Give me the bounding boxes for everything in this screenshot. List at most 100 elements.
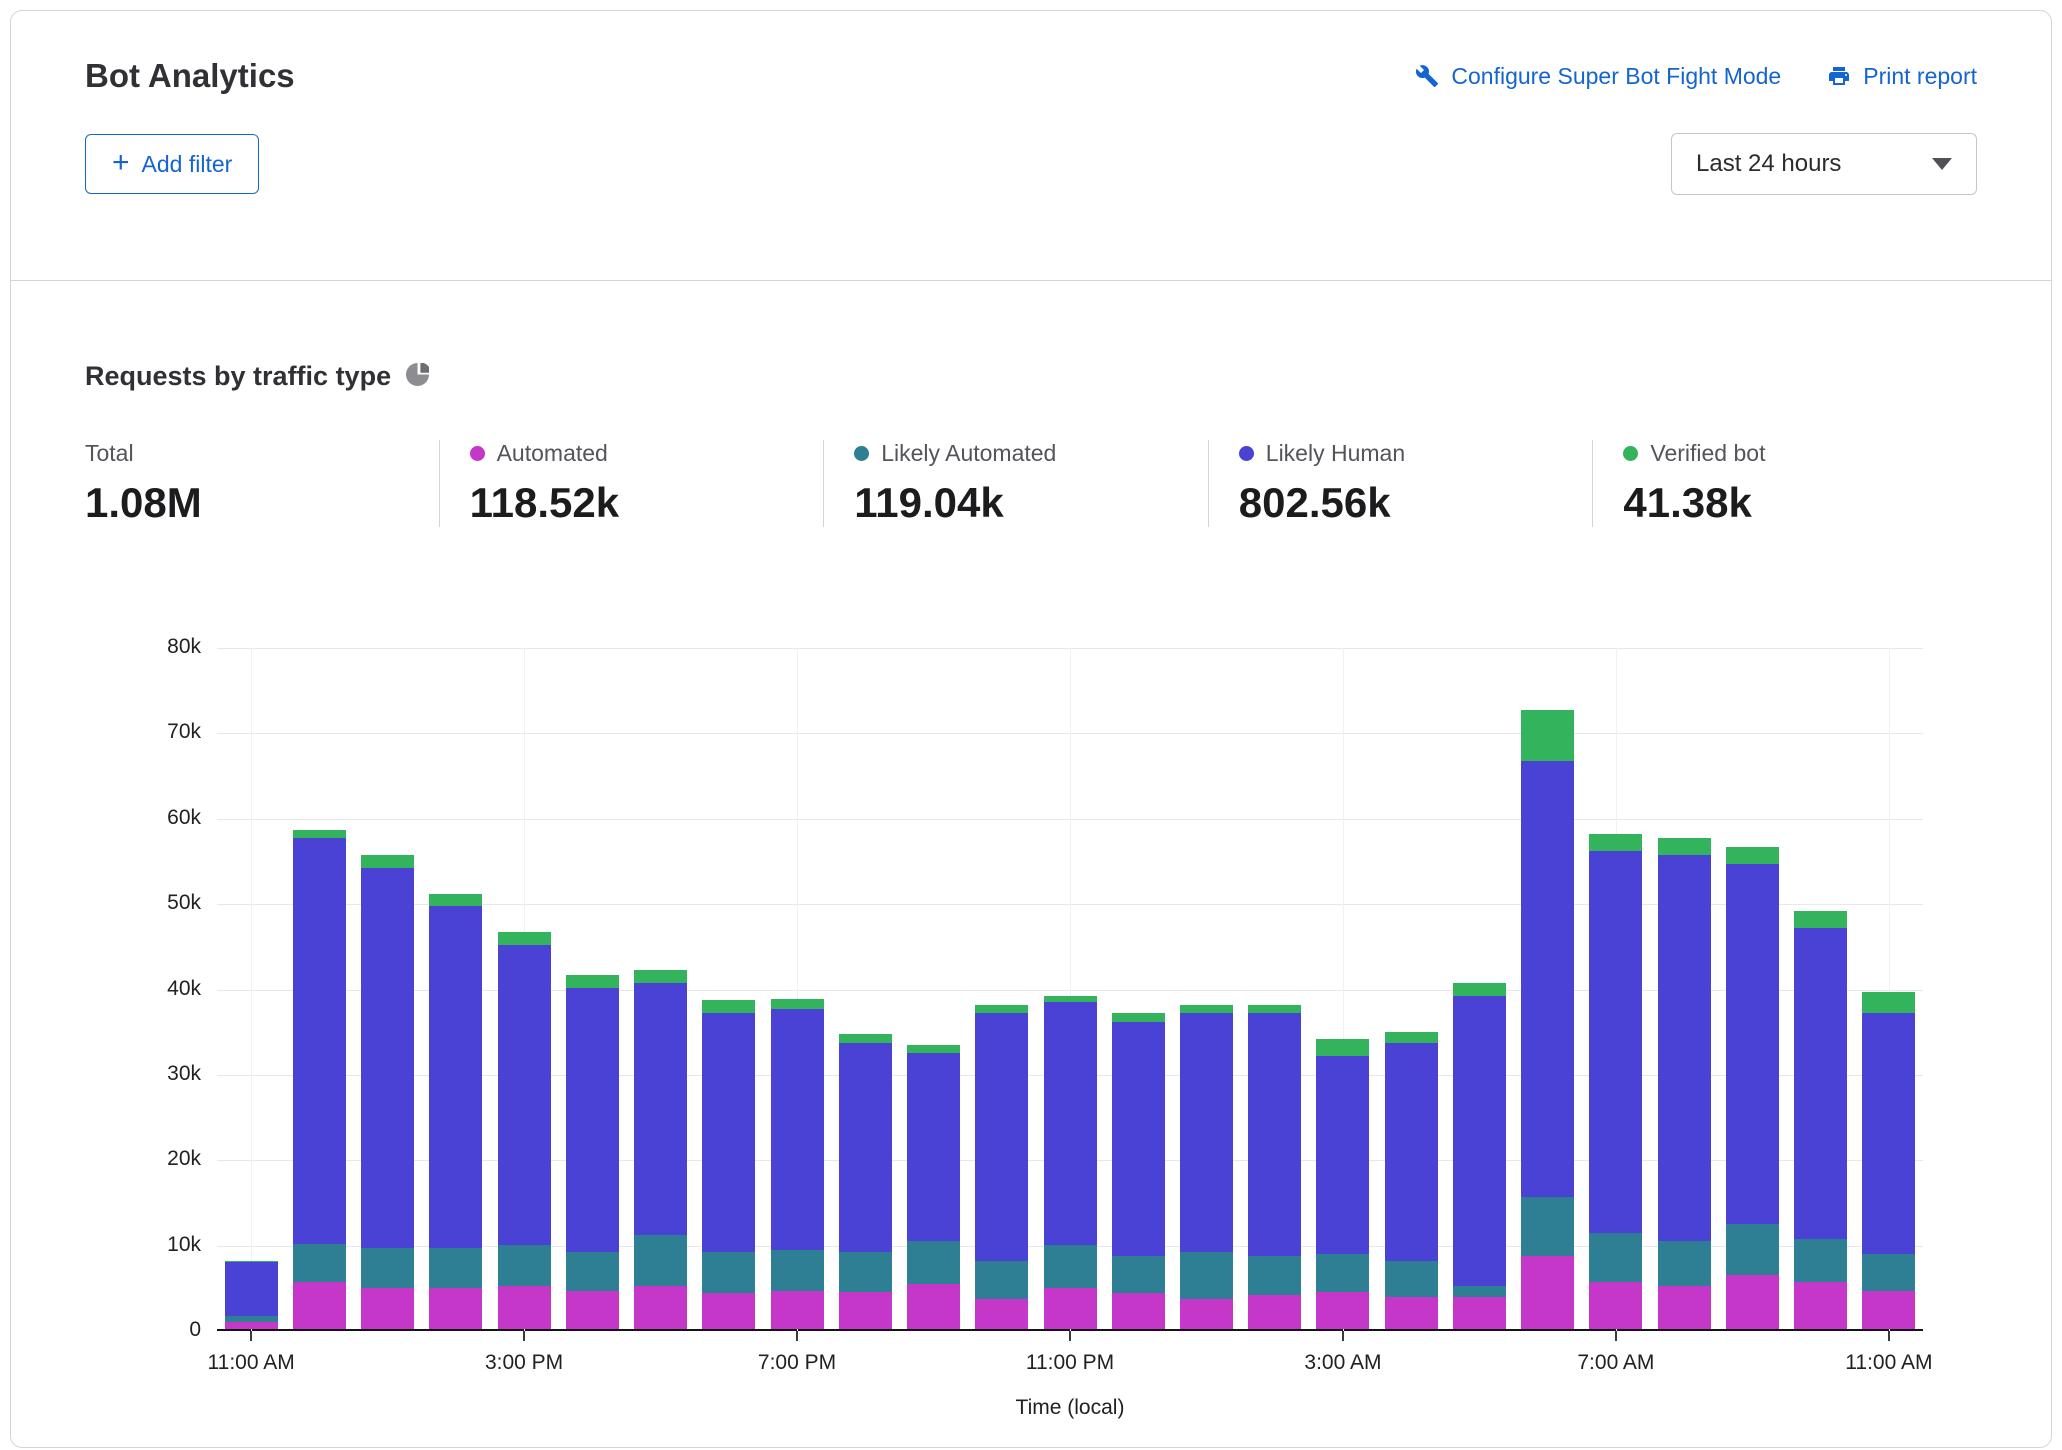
bar-segment-likely-human [1180, 1013, 1233, 1252]
bar[interactable] [839, 1034, 892, 1329]
bar-segment-likely-human [907, 1053, 960, 1241]
bar[interactable] [361, 855, 414, 1329]
bar-segment-likely-human [1112, 1022, 1165, 1257]
bar[interactable] [1794, 911, 1847, 1329]
bar[interactable] [1112, 1013, 1165, 1329]
bar[interactable] [1385, 1032, 1438, 1329]
stat-value: 41.38k [1623, 479, 1977, 527]
stat-total[interactable]: Total 1.08M [85, 440, 439, 527]
time-range-select[interactable]: Last 24 hours [1671, 133, 1977, 195]
bar-segment-likely-human [1248, 1013, 1301, 1256]
bar[interactable] [1862, 992, 1915, 1329]
bar[interactable] [498, 932, 551, 1329]
legend-dot-automated [470, 446, 485, 461]
y-tick-label: 60k [167, 806, 201, 830]
wrench-icon [1415, 64, 1439, 88]
x-axis-title: Time (local) [217, 1396, 1923, 1420]
bar[interactable] [1180, 1005, 1233, 1329]
bar-segment-verified-bot [293, 830, 346, 839]
bar-segment-likely-human [1385, 1043, 1438, 1261]
add-filter-button[interactable]: + Add filter [85, 134, 259, 194]
bar[interactable] [702, 1000, 755, 1329]
bar-segment-likely-automated [566, 1252, 619, 1290]
stat-automated[interactable]: Automated 118.52k [439, 440, 824, 527]
x-tick-label: 3:00 AM [1258, 1351, 1428, 1375]
bar-segment-automated [1453, 1297, 1506, 1329]
x-axis-tick [1888, 1331, 1890, 1341]
y-tick-label: 10k [167, 1233, 201, 1257]
legend-dot-likely-automated [854, 446, 869, 461]
bar-segment-automated [566, 1291, 619, 1329]
section-title: Requests by traffic type [85, 361, 391, 392]
bar-segment-automated [1794, 1282, 1847, 1329]
bar-segment-verified-bot [1521, 710, 1574, 761]
bar[interactable] [907, 1045, 960, 1329]
bar-segment-automated [293, 1282, 346, 1329]
bar-segment-likely-automated [1862, 1254, 1915, 1291]
stat-label: Verified bot [1650, 440, 1765, 467]
bar-segment-likely-automated [1453, 1286, 1506, 1296]
bar-segment-likely-automated [1248, 1256, 1301, 1294]
stat-verified-bot[interactable]: Verified bot 41.38k [1592, 440, 1977, 527]
bar[interactable] [1521, 710, 1574, 1329]
configure-super-bot-fight-mode-link[interactable]: Configure Super Bot Fight Mode [1415, 63, 1781, 90]
bar-segment-automated [1248, 1295, 1301, 1329]
bar-segment-automated [1521, 1256, 1574, 1329]
bar[interactable] [634, 970, 687, 1329]
bar[interactable] [1453, 983, 1506, 1329]
bar-segment-verified-bot [566, 975, 619, 988]
bar[interactable] [293, 830, 346, 1329]
bar-segment-likely-automated [907, 1241, 960, 1284]
stat-likely-human[interactable]: Likely Human 802.56k [1208, 440, 1593, 527]
bar-segment-verified-bot [1248, 1005, 1301, 1014]
bar-segment-likely-human [293, 838, 346, 1244]
y-tick-label: 80k [167, 635, 201, 659]
bar[interactable] [1248, 1005, 1301, 1329]
bar-segment-verified-bot [361, 855, 414, 868]
bar-segment-likely-human [839, 1043, 892, 1252]
y-tick-label: 30k [167, 1062, 201, 1086]
bar[interactable] [225, 1261, 278, 1329]
bar[interactable] [975, 1005, 1028, 1329]
bar-segment-verified-bot [839, 1034, 892, 1043]
bar-segment-likely-human [634, 983, 687, 1235]
print-report-link[interactable]: Print report [1827, 63, 1977, 90]
bar[interactable] [1316, 1039, 1369, 1329]
bar-segment-verified-bot [1658, 838, 1711, 855]
bar[interactable] [1658, 838, 1711, 1329]
stat-label: Likely Human [1266, 440, 1405, 467]
stat-value: 119.04k [854, 479, 1208, 527]
bar-segment-likely-human [1589, 851, 1642, 1233]
bar[interactable] [1589, 834, 1642, 1329]
bar-segment-verified-bot [498, 932, 551, 945]
bar-segment-verified-bot [1862, 992, 1915, 1013]
bar-segment-automated [975, 1299, 1028, 1329]
bar-segment-likely-human [1453, 996, 1506, 1286]
bar-segment-verified-bot [1589, 834, 1642, 851]
stat-likely-automated[interactable]: Likely Automated 119.04k [823, 440, 1208, 527]
bar-segment-likely-human [975, 1013, 1028, 1261]
bar[interactable] [429, 894, 482, 1329]
bar-segment-likely-human [225, 1262, 278, 1316]
bar[interactable] [1044, 996, 1097, 1329]
bar-segment-verified-bot [975, 1005, 1028, 1014]
x-tick-label: 11:00 AM [166, 1351, 336, 1375]
x-tick-label: 3:00 PM [439, 1351, 609, 1375]
stat-label: Likely Automated [881, 440, 1056, 467]
bar-segment-likely-human [361, 868, 414, 1248]
bar-segment-automated [634, 1286, 687, 1329]
bar[interactable] [1726, 847, 1779, 1329]
bar-segment-verified-bot [1453, 983, 1506, 996]
bar-segment-verified-bot [429, 894, 482, 907]
bar-segment-verified-bot [1726, 847, 1779, 864]
bar-segment-verified-bot [702, 1000, 755, 1013]
bar-segment-verified-bot [907, 1045, 960, 1054]
stat-label: Automated [497, 440, 608, 467]
bar-segment-automated [839, 1292, 892, 1329]
bar[interactable] [771, 999, 824, 1329]
bar[interactable] [566, 975, 619, 1329]
plus-icon: + [112, 148, 130, 178]
bar-segment-verified-bot [634, 970, 687, 983]
bar-segment-likely-human [771, 1009, 824, 1250]
chart-plot-area: 010k20k30k40k50k60k70k80k11:00 AM3:00 PM… [217, 648, 1923, 1331]
